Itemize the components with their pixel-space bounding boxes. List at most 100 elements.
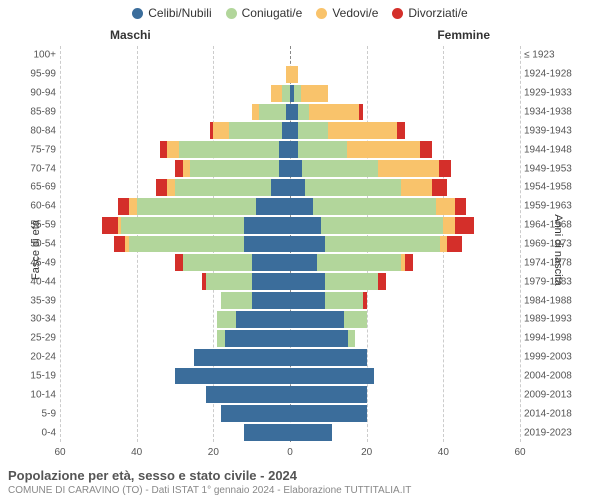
seg <box>252 273 290 290</box>
age-label: 100+ <box>14 50 56 61</box>
seg <box>244 217 290 234</box>
seg <box>436 198 455 215</box>
bar-male <box>60 141 290 158</box>
seg <box>443 217 455 234</box>
seg <box>290 330 348 347</box>
birth-label: 2004-2008 <box>524 371 594 382</box>
x-tick: 40 <box>438 447 449 458</box>
seg <box>244 424 290 441</box>
birth-label: 1944-1948 <box>524 144 594 155</box>
seg <box>378 160 439 177</box>
x-tick: 60 <box>514 447 525 458</box>
seg <box>221 405 290 422</box>
birth-label: 2009-2013 <box>524 389 594 400</box>
birth-label: 1939-1943 <box>524 125 594 136</box>
label-femmine: Femmine <box>437 28 490 42</box>
age-label: 90-94 <box>14 88 56 99</box>
legend-item: Celibi/Nubili <box>132 6 211 20</box>
bar-male <box>60 66 290 83</box>
bar-female <box>290 292 520 309</box>
seg <box>183 254 252 271</box>
age-label: 30-34 <box>14 314 56 325</box>
seg <box>236 311 290 328</box>
birth-label: 1959-1963 <box>524 201 594 212</box>
age-row: 85-891934-1938 <box>60 103 520 122</box>
bar-male <box>60 292 290 309</box>
age-label: 5-9 <box>14 408 56 419</box>
x-tick: 40 <box>131 447 142 458</box>
legend-swatch <box>132 8 143 19</box>
x-tick: 20 <box>208 447 219 458</box>
birth-label: 1984-1988 <box>524 295 594 306</box>
seg <box>206 273 252 290</box>
bar-female <box>290 141 520 158</box>
bar-female <box>290 273 520 290</box>
age-row: 40-441979-1983 <box>60 272 520 291</box>
seg <box>179 141 279 158</box>
seg <box>455 217 474 234</box>
age-label: 10-14 <box>14 389 56 400</box>
birth-label: 1974-1978 <box>524 257 594 268</box>
age-label: 25-29 <box>14 333 56 344</box>
bar-female <box>290 66 520 83</box>
bar-female <box>290 160 520 177</box>
age-row: 70-741949-1953 <box>60 159 520 178</box>
seg <box>221 292 252 309</box>
seg <box>328 122 397 139</box>
seg <box>175 254 183 271</box>
seg <box>298 122 329 139</box>
grid-line <box>520 46 521 442</box>
birth-label: 1934-1938 <box>524 107 594 118</box>
bar-female <box>290 85 520 102</box>
birth-label: 1954-1958 <box>524 182 594 193</box>
bar-male <box>60 368 290 385</box>
bar-male <box>60 217 290 234</box>
seg <box>309 104 359 121</box>
seg <box>290 386 367 403</box>
seg <box>175 179 271 196</box>
age-label: 65-69 <box>14 182 56 193</box>
birth-label: ≤ 1923 <box>524 50 594 61</box>
bar-male <box>60 236 290 253</box>
seg <box>325 292 363 309</box>
seg <box>290 424 332 441</box>
age-row: 30-341989-1993 <box>60 310 520 329</box>
legend-item: Coniugati/e <box>226 6 303 20</box>
footer: Popolazione per età, sesso e stato civil… <box>8 468 592 496</box>
seg <box>325 273 379 290</box>
bar-female <box>290 311 520 328</box>
bar-male <box>60 349 290 366</box>
seg <box>294 85 302 102</box>
seg <box>455 198 467 215</box>
seg <box>302 160 379 177</box>
legend-label: Celibi/Nubili <box>148 6 211 20</box>
seg <box>439 160 451 177</box>
chart-subtitle: COMUNE DI CARAVINO (TO) - Dati ISTAT 1° … <box>8 485 592 496</box>
bar-female <box>290 405 520 422</box>
age-row: 10-142009-2013 <box>60 385 520 404</box>
seg <box>290 160 302 177</box>
seg <box>271 179 290 196</box>
birth-label: 1979-1983 <box>524 276 594 287</box>
seg <box>305 179 401 196</box>
bar-female <box>290 368 520 385</box>
seg <box>167 179 175 196</box>
seg <box>325 236 440 253</box>
seg <box>290 66 298 83</box>
seg <box>271 85 283 102</box>
age-label: 80-84 <box>14 125 56 136</box>
bar-male <box>60 47 290 64</box>
pyramid-chart: 6040200204060 100+≤ 192395-991924-192890… <box>60 46 520 442</box>
seg <box>114 236 126 253</box>
seg <box>217 311 236 328</box>
seg <box>290 273 325 290</box>
bar-female <box>290 198 520 215</box>
age-label: 55-59 <box>14 220 56 231</box>
seg <box>290 368 374 385</box>
age-row: 90-941929-1933 <box>60 84 520 103</box>
seg <box>290 236 325 253</box>
seg <box>290 198 313 215</box>
seg <box>290 179 305 196</box>
seg <box>190 160 278 177</box>
bar-male <box>60 104 290 121</box>
